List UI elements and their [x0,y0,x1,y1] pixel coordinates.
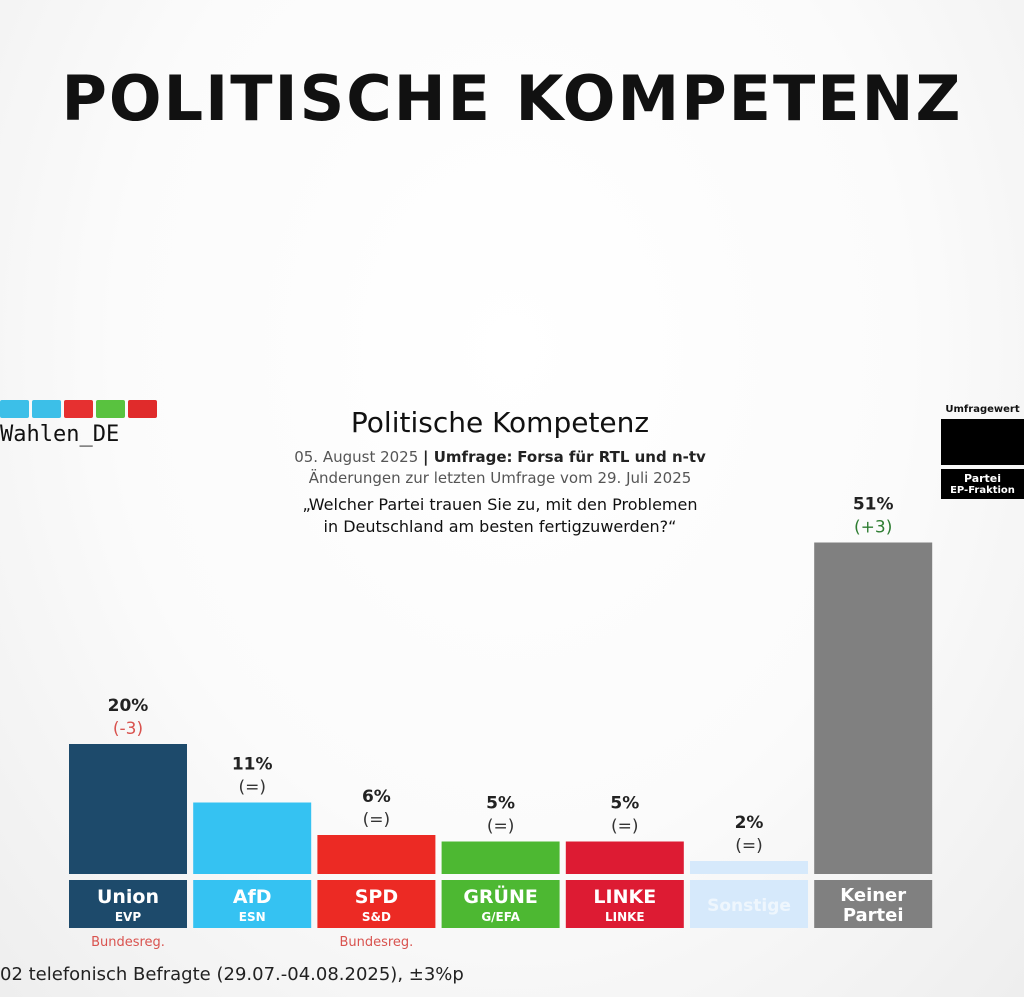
bar-union [69,744,187,874]
party-tile-spd [317,880,436,928]
faction-name-union: EVP [115,910,141,924]
logo-color-blocks [0,400,157,418]
question-line: „Welcher Partei trauen Sie zu, mit den P… [302,495,698,514]
party-name-spd: SPD [355,886,398,908]
value-label-union: 20% [108,696,149,716]
legend-value-box [941,419,1024,465]
party-name-sonstige: Sonstige [707,896,791,916]
legend-faction-label: EP-Fraktion [950,485,1015,496]
note-union: Bundesreg. [91,935,165,950]
party-name-union: Union [97,886,159,908]
party-name-linke: LINKE [593,886,656,908]
bar-grne [441,841,560,874]
party-tile-union [69,880,187,928]
survey-question: „Welcher Partei trauen Sie zu, mit den P… [220,494,780,538]
brand-logo: Wahlen_DE [0,400,157,447]
party-name-grne: GRÜNE [463,884,538,908]
change-label-spd: (=) [363,810,391,830]
party-tile-keiner [814,880,933,928]
survey-date: 05. August 2025 [294,448,419,466]
party-name-line2-keiner: Partei [843,905,904,926]
change-label-union: (-3) [113,719,143,739]
value-label-spd: 6% [362,787,391,807]
bar-keiner [814,542,933,874]
question-line: in Deutschland am besten fertigzuwerden?… [323,517,677,536]
party-name-afd: AfD [233,886,272,908]
bar-spd [317,835,436,874]
value-label-afd: 11% [232,755,273,775]
logo-block [32,400,61,418]
chart-meta: 05. August 2025 | Umfrage: Forsa für RTL… [220,447,780,489]
change-label-afd: (=) [238,778,266,798]
value-label-linke: 5% [610,794,639,814]
survey-source: Forsa für RTL und n-tv [517,448,706,466]
changes-note: Änderungen zur letzten Umfrage vom 29. J… [308,469,692,487]
legend-value-label: Umfragewert [945,404,1020,415]
change-label-sonstige: (=) [735,836,763,856]
logo-block [96,400,125,418]
chart-title: Politische Kompetenz [350,406,650,439]
legend: Umfragewert Partei EP-Fraktion [941,404,1024,499]
party-tile-grne [441,880,560,928]
faction-name-grne: G/EFA [481,910,520,924]
faction-name-spd: S&D [362,910,391,924]
logo-block [0,400,29,418]
page-title: POLITISCHE KOMPETENZ [61,62,963,135]
legend-party-box: Partei EP-Fraktion [941,469,1024,499]
value-label-sonstige: 2% [735,813,764,833]
change-label-keiner: (+3) [854,518,892,538]
value-label-keiner: 51% [853,495,894,515]
source-label: Umfrage: [433,448,513,466]
party-tile-afd [193,880,312,928]
party-name-keiner: Keiner [840,885,906,906]
change-label-grne: (=) [487,817,515,837]
bar-chart: 20% (-3) Union EVP Bundesreg. 11% (=) AfD ESN 6% (… [69,495,933,950]
faction-name-linke: LINKE [605,910,645,924]
footnote: 02 telefonisch Befragte (29.07.-04.08.20… [0,964,464,985]
logo-text: Wahlen_DE [0,422,120,447]
bar-sonstige [690,861,808,874]
bar-afd [193,802,312,874]
party-tile-sonstige [690,880,808,928]
logo-block [128,400,157,418]
bar-linke [565,841,684,874]
change-label-linke: (=) [611,817,639,837]
party-tile-linke [565,880,684,928]
note-spd: Bundesreg. [339,935,413,950]
logo-block [64,400,93,418]
faction-name-afd: ESN [239,910,266,924]
value-label-grne: 5% [486,794,515,814]
legend-party-label: Partei [963,472,1002,485]
